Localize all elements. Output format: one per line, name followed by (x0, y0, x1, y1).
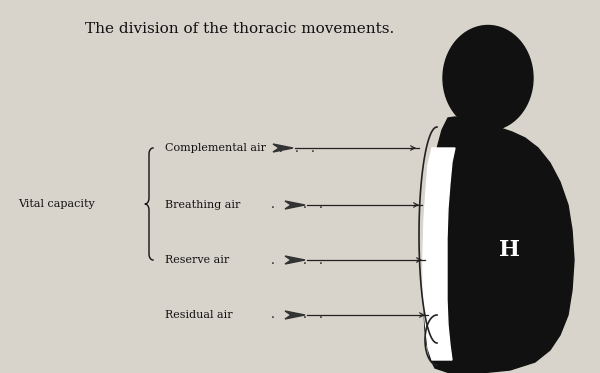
Text: Breathing air: Breathing air (165, 200, 241, 210)
Polygon shape (423, 148, 455, 360)
Text: The division of the thoracic movements.: The division of the thoracic movements. (85, 22, 395, 36)
Text: .: . (319, 254, 323, 266)
Text: .: . (287, 198, 291, 211)
Polygon shape (285, 256, 305, 264)
Text: Residual air: Residual air (165, 310, 233, 320)
Text: .: . (303, 308, 307, 322)
Text: .: . (287, 308, 291, 322)
Text: .: . (271, 308, 275, 322)
Text: .: . (319, 198, 323, 211)
Ellipse shape (443, 25, 533, 131)
Text: .: . (311, 141, 315, 154)
Text: Reserve air: Reserve air (165, 255, 229, 265)
Text: .: . (303, 198, 307, 211)
Text: Complemental air: Complemental air (165, 143, 266, 153)
Text: .: . (319, 308, 323, 322)
Text: .: . (295, 141, 299, 154)
Text: .: . (271, 254, 275, 266)
Text: .: . (287, 254, 291, 266)
Polygon shape (424, 117, 574, 373)
Text: H: H (499, 239, 521, 261)
Polygon shape (273, 144, 293, 152)
Text: .: . (279, 141, 283, 154)
Polygon shape (285, 201, 305, 209)
Polygon shape (285, 311, 305, 319)
Text: .: . (271, 198, 275, 211)
Text: Vital capacity: Vital capacity (18, 199, 95, 209)
Text: .: . (303, 254, 307, 266)
